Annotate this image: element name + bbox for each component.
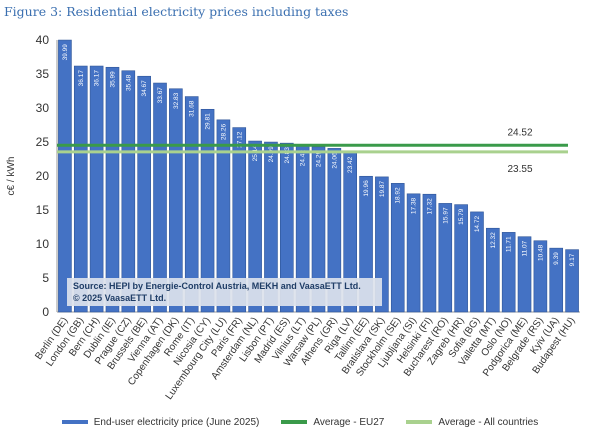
data-label: 31.68 (189, 100, 196, 117)
bar (311, 146, 326, 313)
data-label: 19.96 (363, 180, 370, 197)
bar (422, 193, 437, 313)
data-label: 12.32 (490, 232, 497, 249)
bar (486, 227, 500, 313)
data-label: 33.67 (157, 87, 164, 104)
bar (137, 75, 151, 313)
y-tick-label: 5 (42, 271, 49, 285)
bar (200, 108, 215, 313)
data-label: 36.17 (94, 70, 101, 87)
bars: 39.99 36.17 36.17 35.99 35.48 34.67 33.67 32.83… (58, 39, 579, 313)
figure-title: Figure 3: Residential electricity prices… (4, 4, 349, 19)
data-label: 29.81 (205, 113, 212, 130)
legend: End-user electricity price (June 2025) A… (0, 414, 600, 430)
y-tick-label: 20 (36, 169, 50, 183)
data-label: 9.39 (553, 252, 560, 265)
source-line-2: © 2025 VaasaETT Ltd. (73, 293, 167, 303)
bar (58, 39, 72, 313)
bar (327, 148, 342, 313)
legend-swatch-bars (61, 420, 88, 424)
bar (248, 140, 262, 313)
data-label: 27.12 (236, 131, 243, 148)
bar (121, 70, 136, 313)
legend-item-eu27: Average - EU27 (281, 417, 384, 428)
average-label: 24.52 (507, 127, 532, 138)
data-label: 17.32 (426, 198, 433, 215)
bar (390, 183, 405, 313)
data-label: 23.42 (347, 156, 354, 173)
y-tick-label: 40 (36, 33, 50, 47)
data-label: 19.87 (379, 181, 386, 198)
bar (533, 240, 548, 313)
data-label: 39.99 (62, 44, 69, 61)
bar (501, 232, 516, 313)
data-label: 24.42 (300, 150, 307, 167)
bar (517, 236, 532, 313)
y-tick-label: 30 (36, 101, 50, 115)
bar (216, 119, 231, 313)
legend-item-bars: End-user electricity price (June 2025) (61, 416, 260, 428)
y-ticks: 0 5 10 15 20 25 30 35 40 (36, 33, 50, 319)
data-label: 32.83 (173, 92, 180, 109)
legend-label-bars: End-user electricity price (June 2025) (93, 416, 260, 428)
bar (232, 127, 247, 313)
data-label: 18.92 (395, 187, 402, 204)
data-label: 36.17 (78, 70, 85, 87)
legend-item-all: Average - All countries (406, 417, 538, 428)
bar (438, 203, 453, 313)
data-label: 34.67 (141, 80, 148, 97)
bar (470, 211, 484, 313)
average-lines: 24.52 23.55 (57, 127, 568, 175)
data-label: 14.72 (474, 216, 481, 233)
legend-swatch-eu27 (281, 420, 308, 424)
data-label: 24.83 (284, 147, 291, 164)
data-label: 24.99 (268, 146, 275, 163)
data-label: 11.07 (522, 240, 529, 256)
legend-swatch-all (406, 420, 433, 424)
data-label: 15.79 (458, 208, 465, 225)
data-label: 11.71 (506, 236, 513, 252)
bar (105, 66, 120, 313)
bar (549, 247, 564, 313)
source-note: Source: HEPI by Energie-Control Austria,… (67, 278, 382, 306)
data-label: 15.97 (442, 207, 449, 224)
data-label: 28.26 (220, 123, 227, 140)
y-tick-label: 35 (36, 67, 50, 81)
data-label: 35.48 (125, 74, 132, 91)
average-label: 23.55 (507, 164, 532, 175)
y-tick-label: 25 (36, 135, 50, 149)
bar (73, 65, 88, 313)
bar (565, 249, 579, 313)
y-tick-label: 0 (42, 305, 49, 319)
bar (89, 65, 104, 313)
data-label: 35.99 (109, 71, 116, 88)
data-label: 10.48 (537, 244, 544, 261)
x-ticks: Berlin (DE)London (GB)Bern (CH)Dublin (I… (33, 315, 577, 401)
legend-label-all: Average - All countries (438, 416, 539, 428)
bar (280, 142, 294, 313)
bar (454, 204, 468, 313)
legend-label-eu27: Average - EU27 (313, 416, 385, 428)
bar (153, 82, 167, 313)
bar (406, 193, 421, 313)
data-label: 24.29 (316, 150, 323, 167)
y-tick-label: 10 (36, 237, 50, 251)
data-label: 17.38 (411, 197, 418, 214)
y-axis-label: c€ / kWh (6, 157, 17, 196)
data-label: 9.17 (569, 253, 576, 266)
source-line-1: Source: HEPI by Energie-Control Austria,… (73, 281, 361, 291)
bar (264, 141, 278, 313)
data-label: 24.06 (331, 152, 338, 169)
y-tick-label: 15 (36, 203, 50, 217)
